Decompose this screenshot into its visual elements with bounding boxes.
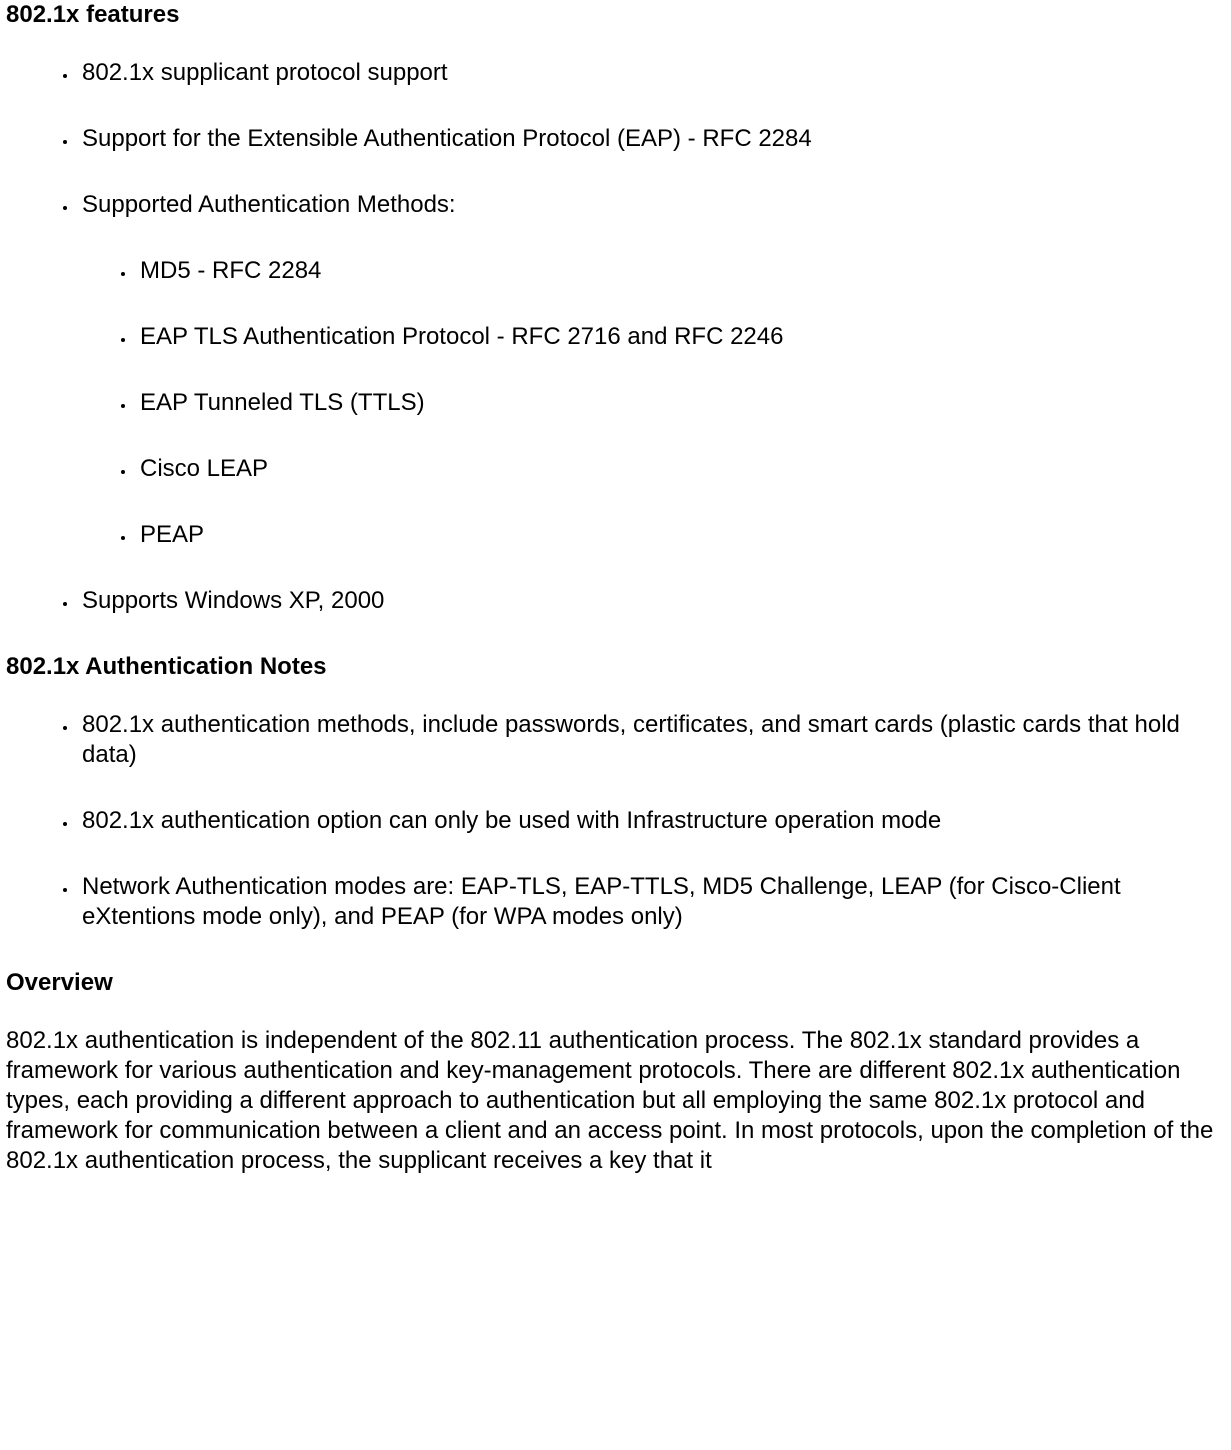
section-heading-auth-notes: 802.1x Authentication Notes: [6, 652, 1225, 682]
list-item: Cisco LEAP: [136, 454, 1225, 484]
list-item: Supports Windows XP, 2000: [78, 586, 1225, 616]
list-item-text: Network Authentication modes are: EAP-TL…: [82, 873, 1121, 930]
list-item-text: 802.1x authentication methods, include p…: [82, 711, 1180, 768]
list-item-text: EAP Tunneled TLS (TTLS): [140, 389, 425, 416]
list-item-text: Supports Windows XP, 2000: [82, 587, 384, 614]
list-item: MD5 - RFC 2284: [136, 256, 1225, 286]
list-item: EAP Tunneled TLS (TTLS): [136, 388, 1225, 418]
list-item: Supported Authentication Methods: MD5 - …: [78, 190, 1225, 550]
list-item: 802.1x authentication methods, include p…: [78, 710, 1225, 770]
list-item: PEAP: [136, 520, 1225, 550]
auth-notes-list: 802.1x authentication methods, include p…: [6, 710, 1225, 932]
overview-paragraph: 802.1x authentication is independent of …: [6, 1026, 1225, 1176]
list-item-text: Support for the Extensible Authenticatio…: [82, 125, 812, 152]
list-item-text: 802.1x authentication option can only be…: [82, 807, 941, 834]
list-item: Network Authentication modes are: EAP-TL…: [78, 872, 1225, 932]
list-item-text: MD5 - RFC 2284: [140, 257, 321, 284]
auth-methods-sublist: MD5 - RFC 2284 EAP TLS Authentication Pr…: [82, 256, 1225, 550]
list-item-text: Cisco LEAP: [140, 455, 268, 482]
list-item: 802.1x supplicant protocol support: [78, 58, 1225, 88]
list-item: 802.1x authentication option can only be…: [78, 806, 1225, 836]
list-item-text: EAP TLS Authentication Protocol - RFC 27…: [140, 323, 783, 350]
list-item-text: 802.1x supplicant protocol support: [82, 59, 448, 86]
list-item: Support for the Extensible Authenticatio…: [78, 124, 1225, 154]
list-item-text: Supported Authentication Methods:: [82, 191, 456, 218]
features-list: 802.1x supplicant protocol support Suppo…: [6, 58, 1225, 616]
section-heading-features: 802.1x features: [6, 0, 1225, 30]
section-heading-overview: Overview: [6, 968, 1225, 998]
list-item-text: PEAP: [140, 521, 204, 548]
list-item: EAP TLS Authentication Protocol - RFC 27…: [136, 322, 1225, 352]
